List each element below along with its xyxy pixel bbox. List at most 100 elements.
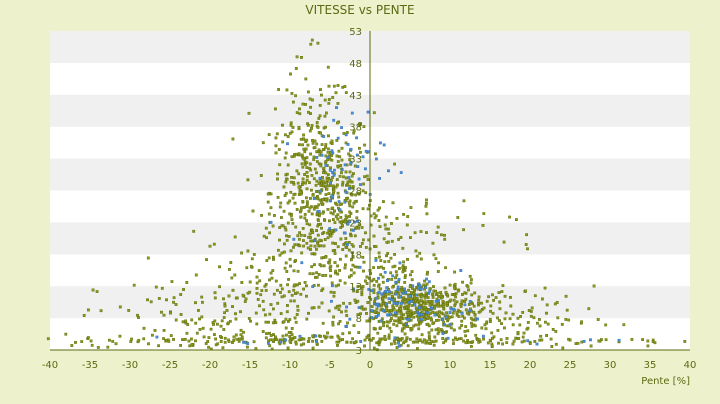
data-point [630,338,634,341]
data-point [294,259,297,262]
data-point [339,210,343,214]
x-tick-label: 10 [444,360,457,371]
data-point [560,323,564,326]
data-point [286,163,290,167]
data-point [283,266,287,270]
data-point [272,307,275,311]
data-point [511,342,515,346]
data-point [336,136,340,140]
data-point [285,333,288,337]
data-point [361,207,365,211]
data-point [308,272,312,276]
data-point [431,241,435,245]
data-point [167,340,171,343]
data-point [424,204,428,208]
data-point [302,244,305,248]
data-point [213,291,217,295]
data-point [346,222,350,226]
data-point [284,326,288,330]
data-point [238,337,242,341]
data-point [242,330,245,334]
data-point [235,337,239,341]
data-point [363,175,366,179]
data-point [274,144,278,148]
data-point [308,181,311,184]
data-point [330,194,334,198]
data-point [300,337,304,340]
data-point [488,338,492,342]
data-point [317,116,321,120]
data-point [445,304,449,307]
data-point [227,340,231,343]
data-point [344,309,348,313]
data-point [243,300,247,303]
data-point [433,335,437,339]
data-point [240,281,244,284]
data-point [348,210,352,214]
data-point [498,319,501,322]
data-point [285,172,289,176]
data-point [395,273,399,277]
data-point [319,88,322,92]
data-point [646,339,650,343]
data-point [286,304,289,307]
data-point [352,129,356,133]
data-point [373,300,377,303]
data-point [264,226,268,230]
data-point [402,296,406,300]
data-point [375,157,378,161]
data-point [532,316,536,320]
data-point [439,293,443,297]
data-point [405,305,408,309]
data-point [165,298,168,302]
data-point [482,337,485,341]
data-point [344,254,348,258]
data-point [331,320,335,324]
data-point [404,274,407,277]
data-point [271,321,275,325]
data-point [301,177,305,181]
data-point [436,225,440,229]
data-point [162,337,165,340]
data-point [281,123,284,127]
data-point [409,236,412,239]
data-point [387,169,390,173]
data-point [315,142,319,146]
data-point [324,125,327,129]
data-point [306,174,309,178]
data-point [433,313,437,317]
data-point [181,338,184,341]
data-point [187,339,191,343]
data-point [477,301,480,305]
x-tick-label: -10 [282,360,298,371]
data-point [426,311,429,314]
data-point [384,308,388,312]
data-point [280,216,283,219]
data-point [329,335,333,339]
data-point [129,340,133,343]
data-point [312,155,316,159]
data-point [361,155,365,159]
data-point [202,335,206,339]
data-point [303,234,307,237]
data-point [160,286,164,290]
data-point [394,292,398,296]
data-point [278,253,282,257]
data-point [301,226,305,230]
data-point [390,278,394,281]
data-point [292,299,296,303]
data-point [401,266,405,269]
data-point [353,200,357,204]
data-point [460,311,464,315]
data-point [291,196,295,200]
data-point [412,315,416,319]
data-point [322,334,326,338]
data-point [288,318,292,321]
data-point [146,298,149,302]
data-point [391,274,395,278]
data-point [356,299,360,303]
data-point [402,260,405,264]
data-point [310,173,314,177]
data-point [348,331,351,335]
data-point [316,233,320,237]
